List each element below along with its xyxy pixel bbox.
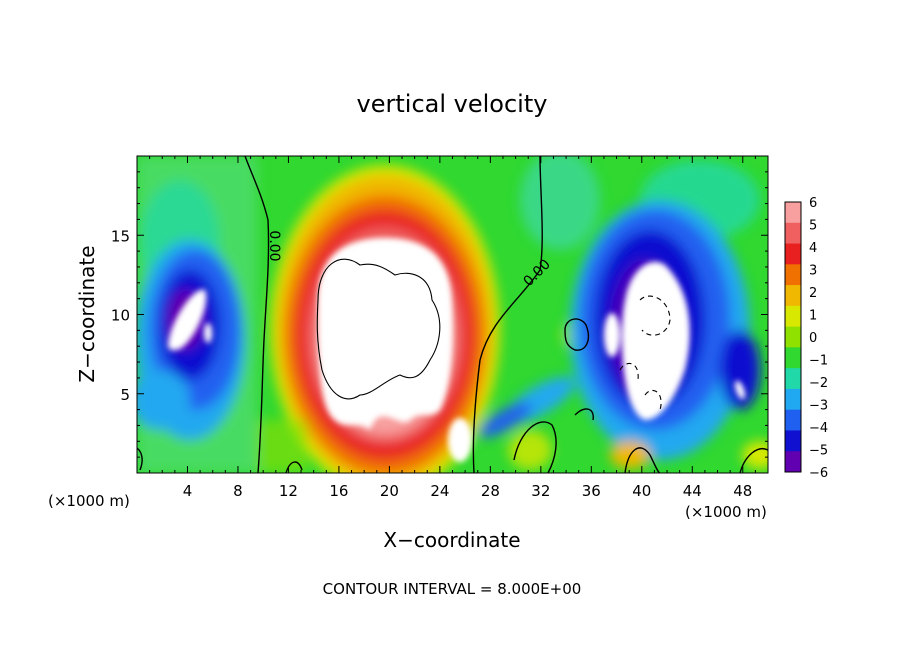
colorbar-swatch bbox=[785, 368, 801, 390]
colorbar-label: −2 bbox=[809, 376, 828, 391]
x-tick-label: 44 bbox=[683, 482, 702, 500]
x-tick-label: 40 bbox=[632, 482, 651, 500]
x-ticks: 4 8 12 16 20 24 28 32 36 40 44 48 bbox=[149, 156, 756, 500]
colorbar-swatch bbox=[785, 285, 801, 307]
contour-negative bbox=[619, 295, 671, 411]
x-tick-label: 48 bbox=[733, 482, 752, 500]
colorbar-swatch bbox=[785, 388, 801, 411]
colorbar-label: 0 bbox=[809, 331, 817, 346]
zero-contour-left bbox=[244, 156, 270, 473]
y-tick-label: 5 bbox=[120, 386, 130, 404]
x-tick-label: 28 bbox=[481, 482, 500, 500]
colorbar-label: −1 bbox=[809, 354, 828, 369]
x-tick-label: 4 bbox=[183, 482, 193, 500]
colorbar-swatch bbox=[785, 222, 801, 245]
colorbar-label: 3 bbox=[809, 264, 817, 279]
y-tick-label: 15 bbox=[111, 227, 130, 245]
colorbar-swatch bbox=[785, 451, 801, 473]
colorbar-label: −4 bbox=[809, 421, 828, 436]
contour-interval-note: CONTOUR INTERVAL = 8.000E+00 bbox=[323, 580, 582, 598]
x-tick-label: 16 bbox=[329, 482, 348, 500]
colorbar-swatch bbox=[785, 243, 801, 265]
x-tick-label: 8 bbox=[233, 482, 243, 500]
colorbar-swatch bbox=[785, 264, 801, 286]
x-axis-label: X−coordinate bbox=[383, 528, 520, 552]
colorbar-swatch bbox=[785, 326, 801, 348]
x-tick-label: 24 bbox=[430, 482, 449, 500]
colorbar-label: 2 bbox=[809, 286, 817, 301]
zero-contour-right bbox=[472, 156, 543, 473]
colorbar-swatch bbox=[785, 305, 801, 328]
x-tick-label: 20 bbox=[380, 482, 399, 500]
plot-area: 0.00 0.00 bbox=[137, 156, 768, 473]
x-tick-label: 12 bbox=[279, 482, 298, 500]
saturated-regions bbox=[168, 238, 746, 462]
x-units-right: (×1000 m) bbox=[685, 503, 767, 521]
x-tick-label: 32 bbox=[531, 482, 550, 500]
colorbar-label: 4 bbox=[809, 241, 817, 256]
colorbar-swatch bbox=[785, 409, 801, 431]
contour-label-left: 0.00 bbox=[266, 230, 282, 261]
colorbar: 6 5 4 3 2 1 0 −1 −2 −3 −4 −5 −6 bbox=[784, 196, 828, 481]
colorbar-label: −3 bbox=[809, 399, 828, 414]
colorbar-swatch bbox=[785, 347, 801, 369]
colorbar-label: 1 bbox=[809, 309, 817, 324]
y-axis-label: Z−coordinate bbox=[75, 245, 99, 382]
contour-lines bbox=[137, 156, 768, 473]
colorbar-label: −5 bbox=[809, 444, 828, 459]
chart-title: vertical velocity bbox=[357, 90, 548, 118]
colorbar-swatch bbox=[785, 430, 801, 452]
colorbar-label: −6 bbox=[809, 466, 828, 481]
y-tick-label: 10 bbox=[111, 307, 130, 325]
y-ticks: 5 10 15 bbox=[111, 171, 768, 458]
colorbar-swatch bbox=[785, 202, 801, 224]
colorbar-label: 5 bbox=[809, 219, 817, 234]
x-tick-label: 36 bbox=[582, 482, 601, 500]
colorbar-label: 6 bbox=[809, 196, 817, 211]
x-units-left: (×1000 m) bbox=[48, 492, 130, 510]
colorbar-frame bbox=[784, 201, 802, 473]
